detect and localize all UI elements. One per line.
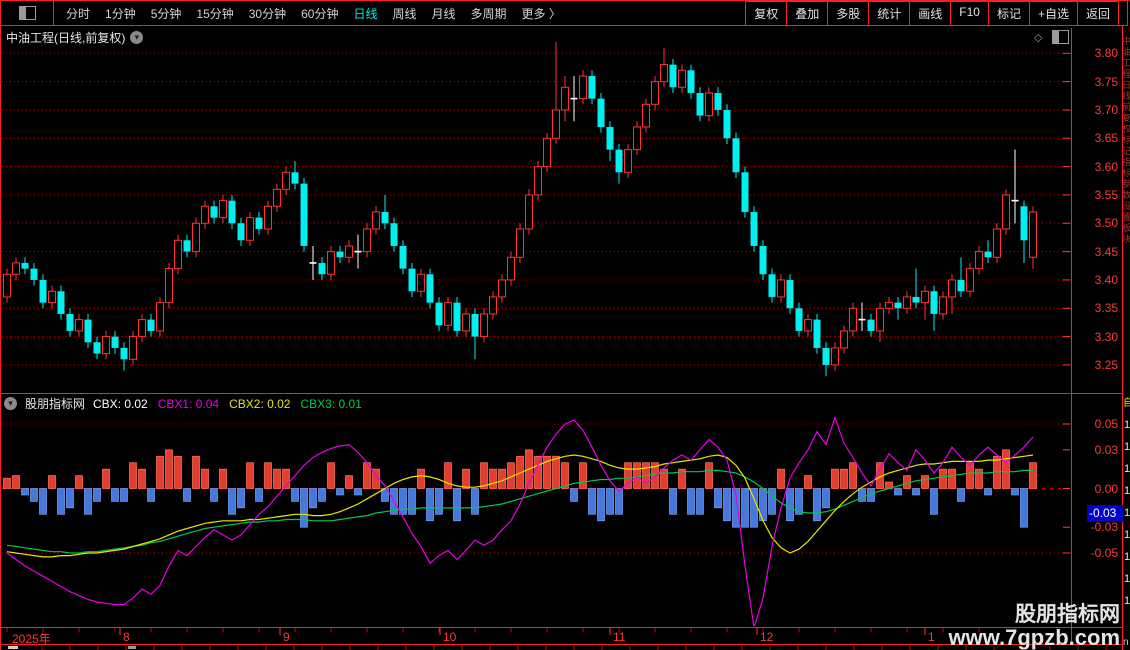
price-axis-label: 3.35 — [1094, 301, 1118, 316]
title-row: 中油工程(日线,前复权) ▾ — [6, 29, 144, 46]
price-axis-label: 3.80 — [1094, 46, 1118, 61]
period-tab-15分钟[interactable]: 15分钟 — [196, 6, 234, 21]
price-axis-label: 3.70 — [1094, 102, 1118, 117]
month-label: 9 — [283, 630, 290, 644]
chevron-down-icon[interactable]: ▾ — [4, 397, 17, 410]
month-label: 10 — [443, 630, 457, 644]
price-axis-label: 3.75 — [1094, 74, 1118, 89]
watermark-url: www.7gpzb.com — [948, 624, 1120, 650]
toolbar-button-复权[interactable]: 复权 — [745, 0, 788, 26]
period-tab-更多 〉[interactable]: 更多 〉 — [521, 6, 561, 21]
period-tab-60分钟[interactable]: 60分钟 — [301, 6, 339, 21]
period-tab-分时[interactable]: 分时 — [66, 6, 91, 21]
toolbar-button-统计[interactable]: 统计 — [868, 0, 911, 26]
month-label: 1 — [928, 630, 935, 644]
indicator-value-CBX2: CBX2: 0.02 — [229, 396, 291, 411]
indicator-axis-label: 0.05 — [1094, 417, 1118, 431]
price-axis-label: 3.45 — [1094, 244, 1118, 259]
clipped-vertical-text: 中油工程日线前复权标记指标参数设置板块 — [1123, 36, 1130, 245]
toolbar-button-+自选[interactable]: +自选 — [1028, 0, 1078, 26]
title-icons: ◇ — [1034, 30, 1070, 44]
indicator-header: ▾ 股朋指标网 CBX: 0.02 CBX1: 0.04 CBX2: 0.02 CBX… — [4, 395, 362, 412]
toolbar-button-画线[interactable]: 画线 — [909, 0, 952, 26]
indicator-value-CBX1: CBX1: 0.04 — [157, 396, 220, 411]
indicator-source: 股朋指标网 — [25, 397, 86, 411]
period-tab-5分钟[interactable]: 5分钟 — [150, 6, 182, 21]
period-tab-月线[interactable]: 月线 — [431, 6, 456, 21]
indicator-axis-label: 0.00 — [1094, 481, 1118, 496]
year-label: 2025年 — [12, 632, 51, 646]
price-axis-label: 3.55 — [1094, 187, 1118, 202]
toolbar-button-标记[interactable]: 标记 — [987, 0, 1030, 26]
indicator-value-CBX3: CBX3: 0.01 — [300, 396, 362, 411]
price-axis-label: 3.50 — [1094, 216, 1118, 231]
indicator-value-CBX: CBX: 0.02 — [93, 396, 148, 411]
period-tab-30分钟[interactable]: 30分钟 — [248, 6, 287, 21]
toolbar-buttons: 复权 叠加 多股 统计 画线 F10 标记 +自选 返回 — [745, 0, 1119, 26]
split-view-icon[interactable] — [1052, 30, 1070, 44]
indicator-value-box: -0.03 — [1087, 505, 1123, 522]
price-axis-label: 3.25 — [1094, 357, 1118, 372]
clipped-highlight-char: 自 — [1123, 398, 1130, 409]
split-view-icon — [18, 6, 36, 20]
toolbar-button-返回[interactable]: 返回 — [1076, 0, 1119, 26]
toolbar-button-多股[interactable]: 多股 — [827, 0, 870, 26]
watermark-brand: 股朋指标网 — [1015, 602, 1120, 626]
chevron-down-icon[interactable]: ▾ — [130, 31, 144, 44]
month-label: 11 — [613, 630, 626, 644]
diamond-icon[interactable]: ◇ — [1034, 31, 1043, 44]
indicator-values: CBX: 0.02 CBX1: 0.04 CBX2: 0.02 CBX3: 0.01 — [93, 397, 362, 411]
price-axis-label: 3.30 — [1094, 329, 1118, 344]
clipped-bottom-char: n — [1123, 637, 1129, 648]
period-tab-日线[interactable]: 日线 — [353, 6, 378, 21]
price-axis-label: 3.65 — [1094, 131, 1118, 146]
month-label: 8 — [123, 630, 130, 644]
period-tab-周线[interactable]: 周线 — [392, 6, 417, 21]
period-tabs: 分时 1分钟 5分钟 15分钟 30分钟 60分钟 日线 周线 月线 多周期 更多 〉 — [66, 5, 561, 22]
toolbar-button-F10[interactable]: F10 — [950, 0, 989, 26]
indicator-axis-label: -0.03 — [1090, 520, 1118, 535]
page-title: 中油工程(日线,前复权) — [6, 31, 126, 45]
toolbar: 分时 1分钟 5分钟 15分钟 30分钟 60分钟 日线 周线 月线 多周期 更多 〉 复权 叠加 多股… — [0, 0, 1128, 26]
layout-icon[interactable] — [1, 1, 54, 25]
indicator-axis-label: -0.05 — [1090, 546, 1118, 560]
watermark: 股朋指标网 www.7gpzb.com — [948, 602, 1120, 650]
period-tab-多周期[interactable]: 多周期 — [470, 6, 507, 21]
month-label: 12 — [760, 630, 774, 644]
toolbar-button-叠加[interactable]: 叠加 — [786, 0, 829, 26]
price-axis-label: 3.40 — [1094, 272, 1118, 287]
indicator-axis-label: 0.03 — [1094, 442, 1118, 457]
period-tab-1分钟[interactable]: 1分钟 — [105, 6, 136, 21]
price-axis-label: 3.60 — [1094, 159, 1118, 174]
